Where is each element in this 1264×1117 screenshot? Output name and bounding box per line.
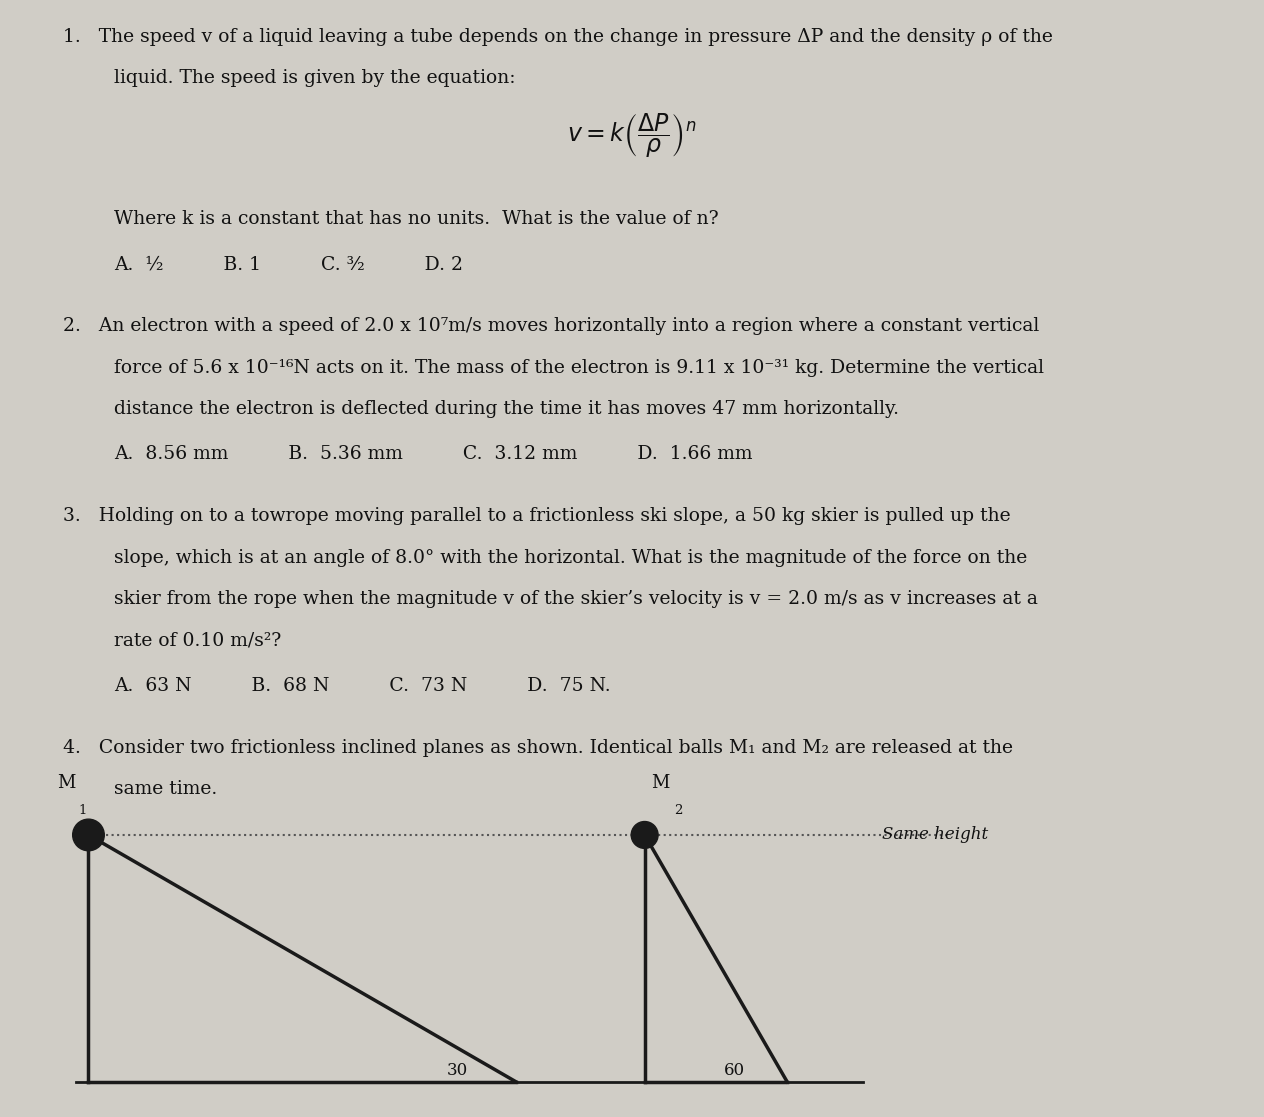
Text: M: M [57, 774, 76, 792]
Text: same time.: same time. [114, 780, 217, 799]
Text: A.  8.56 mm          B.  5.36 mm          C.  3.12 mm          D.  1.66 mm: A. 8.56 mm B. 5.36 mm C. 3.12 mm D. 1.66… [114, 446, 752, 464]
Text: A.  63 N          B.  68 N          C.  73 N          D.  75 N.: A. 63 N B. 68 N C. 73 N D. 75 N. [114, 677, 611, 695]
Text: rate of 0.10 m/s²?: rate of 0.10 m/s²? [114, 631, 281, 649]
Text: M: M [651, 774, 670, 792]
Text: 1: 1 [78, 804, 87, 817]
Text: 2: 2 [674, 804, 683, 817]
Text: 30: 30 [446, 1061, 468, 1079]
Text: slope, which is at an angle of 8.0° with the horizontal. What is the magnitude o: slope, which is at an angle of 8.0° with… [114, 548, 1028, 566]
Text: Same height: Same height [882, 827, 988, 843]
Text: 60: 60 [724, 1061, 744, 1079]
Text: $v = k\left(\dfrac{\Delta P}{\rho}\right)^{n}$: $v = k\left(\dfrac{\Delta P}{\rho}\right… [568, 112, 696, 160]
Text: 1.   The speed v of a liquid leaving a tube depends on the change in pressure ΔP: 1. The speed v of a liquid leaving a tub… [63, 28, 1053, 46]
Text: 4.   Consider two frictionless inclined planes as shown. Identical balls M₁ and : 4. Consider two frictionless inclined pl… [63, 738, 1014, 757]
Text: 2.   An electron with a speed of 2.0 x 10⁷m/s moves horizontally into a region w: 2. An electron with a speed of 2.0 x 10⁷… [63, 317, 1039, 335]
Ellipse shape [631, 821, 659, 849]
Text: force of 5.6 x 10⁻¹⁶N acts on it. The mass of the electron is 9.11 x 10⁻³¹ kg. D: force of 5.6 x 10⁻¹⁶N acts on it. The ma… [114, 359, 1044, 376]
Text: skier from the rope when the magnitude v of the skier’s velocity is v = 2.0 m/s : skier from the rope when the magnitude v… [114, 590, 1038, 608]
Text: Where k is a constant that has no units.  What is the value of n?: Where k is a constant that has no units.… [114, 210, 718, 228]
Text: distance the electron is deflected during the time it has moves 47 mm horizontal: distance the electron is deflected durin… [114, 400, 899, 418]
Text: 3.   Holding on to a towrope moving parallel to a frictionless ski slope, a 50 k: 3. Holding on to a towrope moving parall… [63, 507, 1011, 525]
Text: A.  ½          B. 1          C. ³⁄₂          D. 2: A. ½ B. 1 C. ³⁄₂ D. 2 [114, 256, 463, 274]
Ellipse shape [73, 819, 104, 851]
Text: liquid. The speed is given by the equation:: liquid. The speed is given by the equati… [114, 69, 516, 87]
